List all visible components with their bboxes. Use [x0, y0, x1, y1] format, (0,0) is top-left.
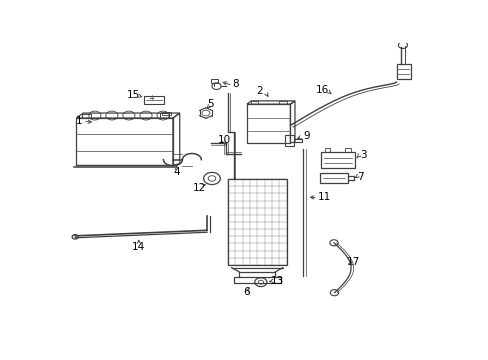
Text: 14: 14 [132, 242, 145, 252]
Text: 15: 15 [126, 90, 140, 100]
Text: 2: 2 [256, 86, 263, 96]
Bar [345, 148, 350, 152]
Text: 13: 13 [271, 276, 284, 286]
Text: +: + [148, 94, 154, 103]
Bar [284, 135, 294, 146]
Text: 5: 5 [207, 99, 214, 109]
Text: 8: 8 [232, 79, 238, 89]
Bar [210, 79, 217, 82]
Bar [396, 64, 410, 79]
Text: 16: 16 [315, 85, 328, 95]
Bar [246, 104, 290, 143]
Bar [233, 278, 280, 283]
Text: 12: 12 [192, 183, 205, 193]
Text: 6: 6 [242, 287, 249, 297]
Bar [144, 96, 164, 104]
Text: 9: 9 [303, 131, 309, 141]
Text: 1: 1 [76, 116, 82, 126]
Bar [319, 173, 347, 184]
Bar [162, 112, 171, 115]
Text: 10: 10 [218, 135, 231, 145]
Bar [324, 148, 329, 152]
Text: 11: 11 [317, 192, 330, 202]
Text: 3: 3 [359, 150, 366, 161]
Bar [320, 152, 354, 168]
Bar [227, 179, 286, 265]
Bar [250, 101, 258, 104]
Text: 17: 17 [346, 257, 360, 267]
Bar [279, 101, 286, 104]
Text: 4: 4 [173, 167, 180, 177]
Text: 7: 7 [356, 172, 363, 182]
